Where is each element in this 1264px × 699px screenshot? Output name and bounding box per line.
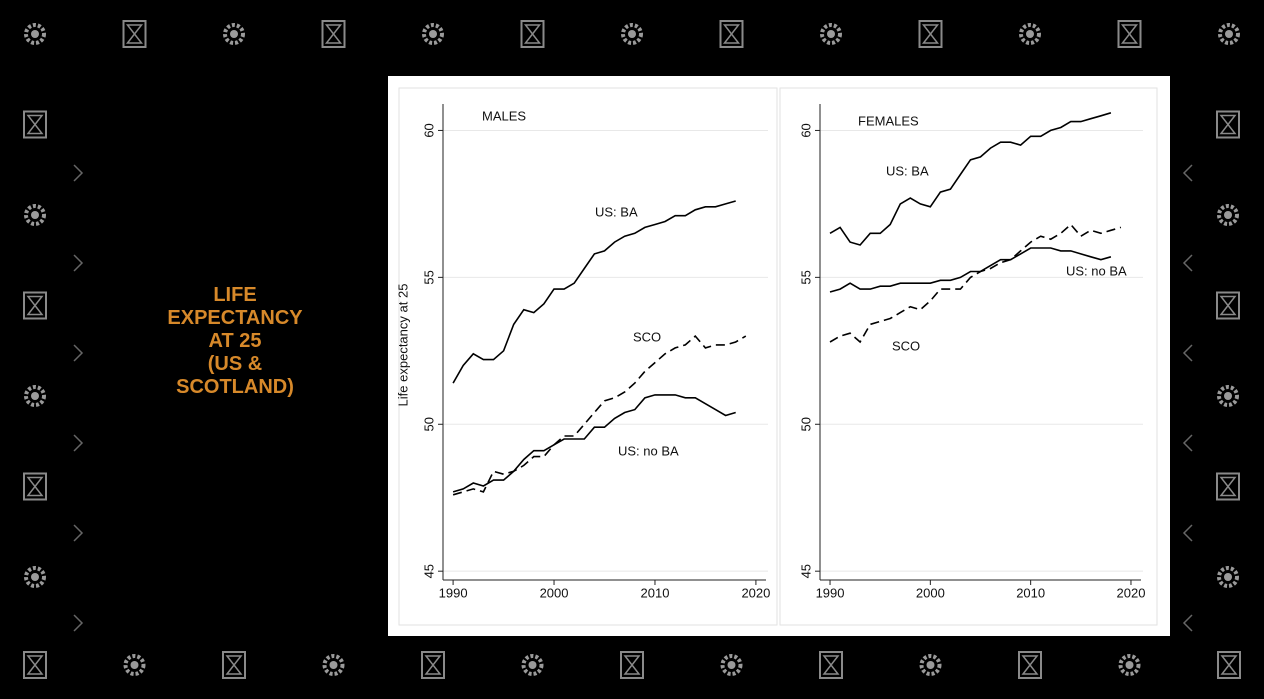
slide: LIFEEXPECTANCYAT 25(US &SCOTLAND) 455055… — [0, 0, 1264, 699]
x-tick-label: 2010 — [1016, 585, 1045, 600]
y-tick-label: 60 — [421, 123, 436, 137]
y-tick-label: 55 — [798, 270, 813, 284]
series-label: US: no BA — [618, 443, 679, 458]
y-tick-label: 60 — [798, 123, 813, 137]
chart: 45 50 55 60 1990 2000 2010 2020 MALES Life expect… — [0, 0, 1264, 699]
x-tick-label: 2020 — [1117, 585, 1146, 600]
series-label: US: BA — [595, 204, 638, 219]
panel-label: MALES — [482, 108, 526, 123]
x-tick-label: 2010 — [641, 585, 670, 600]
x-tick-label: 2000 — [540, 585, 569, 600]
series-label: US: BA — [886, 163, 929, 178]
y-tick-label: 45 — [798, 564, 813, 578]
chart-background — [388, 76, 1170, 636]
series-label: SCO — [892, 338, 920, 353]
x-tick-label: 1990 — [816, 585, 845, 600]
y-tick-label: 55 — [421, 270, 436, 284]
series-label: US: no BA — [1066, 263, 1127, 278]
x-tick-label: 2020 — [741, 585, 770, 600]
x-tick-label: 1990 — [439, 585, 468, 600]
y-tick-label: 50 — [421, 417, 436, 431]
y-tick-label: 45 — [421, 564, 436, 578]
series-label: SCO — [633, 329, 661, 344]
y-tick-label: 50 — [798, 417, 813, 431]
y-axis-label: Life expectancy at 25 — [395, 284, 410, 407]
x-tick-label: 2000 — [916, 585, 945, 600]
panel-label: FEMALES — [858, 113, 919, 128]
